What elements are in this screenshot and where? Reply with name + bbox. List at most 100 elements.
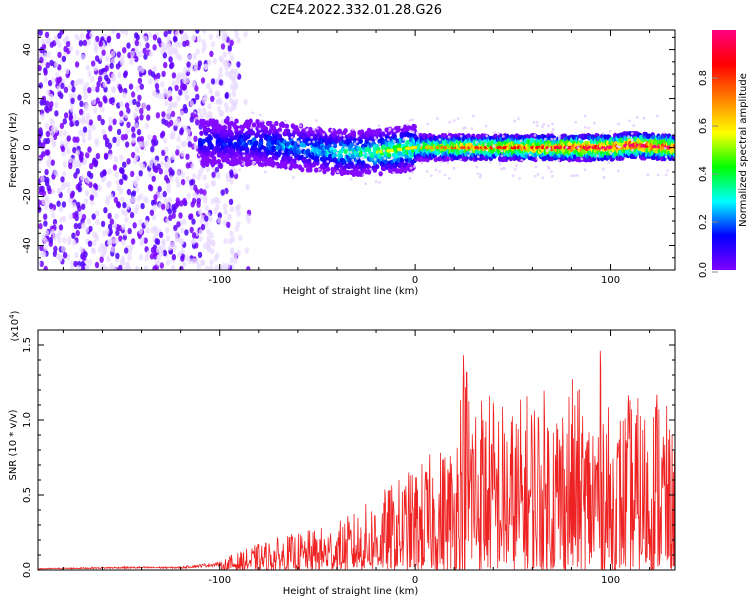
halo-cell bbox=[548, 147, 551, 151]
noise-cell bbox=[45, 130, 51, 138]
noise-cell bbox=[114, 171, 119, 178]
noise-cell bbox=[179, 127, 185, 134]
noise-cell bbox=[224, 70, 230, 77]
halo-cell bbox=[335, 151, 339, 155]
noise-cell bbox=[80, 54, 86, 61]
noise-cell bbox=[154, 83, 160, 90]
noise-cell bbox=[222, 203, 228, 210]
noise-cell bbox=[88, 259, 93, 266]
noise-cell bbox=[44, 31, 50, 39]
noise-cell bbox=[42, 251, 47, 258]
noise-cell bbox=[39, 260, 44, 267]
noise-cell bbox=[208, 88, 213, 95]
y-multiplier-label: (x104) bbox=[8, 310, 21, 341]
noise-cell bbox=[210, 239, 215, 246]
noise-cell bbox=[134, 154, 139, 161]
noise-cell bbox=[64, 142, 69, 149]
noise-cell bbox=[93, 107, 98, 114]
signal-cell bbox=[377, 128, 382, 134]
halo-cell bbox=[534, 165, 538, 169]
noise-cell bbox=[213, 255, 219, 262]
noise-cell bbox=[60, 176, 65, 183]
noise-cell bbox=[121, 223, 126, 231]
noise-cell bbox=[95, 140, 100, 147]
noise-cell bbox=[74, 33, 80, 41]
halo-cell bbox=[662, 131, 666, 135]
halo-cell bbox=[438, 170, 442, 173]
noise-cell bbox=[116, 128, 122, 136]
noise-cell bbox=[219, 265, 224, 270]
noise-cell bbox=[140, 202, 145, 210]
noise-cell bbox=[228, 106, 234, 113]
noise-cell bbox=[171, 212, 176, 219]
halo-cell bbox=[322, 133, 325, 137]
noise-cell bbox=[199, 217, 204, 225]
noise-cell bbox=[164, 146, 169, 153]
halo-cell bbox=[305, 128, 309, 132]
noise-cell bbox=[166, 259, 171, 266]
noise-cell bbox=[178, 89, 183, 96]
halo-cell bbox=[332, 162, 336, 166]
noise-cell bbox=[219, 110, 225, 117]
noise-cell bbox=[134, 39, 139, 47]
signal-cell bbox=[219, 125, 224, 131]
noise-cell bbox=[38, 64, 42, 72]
noise-cell bbox=[180, 178, 186, 186]
noise-cell bbox=[210, 78, 216, 85]
halo-cell bbox=[420, 143, 423, 147]
noise-cell bbox=[71, 86, 76, 93]
noise-cell bbox=[87, 146, 92, 153]
signal-cell bbox=[271, 146, 277, 152]
noise-cell bbox=[223, 33, 228, 40]
noise-cell bbox=[40, 185, 45, 193]
noise-cell bbox=[71, 202, 77, 209]
halo-cell bbox=[349, 151, 353, 154]
noise-cell bbox=[75, 49, 80, 56]
halo-cell bbox=[535, 124, 539, 127]
halo-cell bbox=[412, 130, 415, 134]
halo-cell bbox=[326, 160, 330, 163]
halo-cell bbox=[383, 157, 387, 160]
noise-cell bbox=[206, 228, 211, 235]
noise-cell bbox=[85, 113, 91, 120]
halo-cell bbox=[299, 147, 303, 151]
halo-cell bbox=[299, 124, 302, 128]
signal-cell bbox=[307, 158, 312, 164]
noise-cell bbox=[107, 212, 112, 220]
signal-cell bbox=[201, 138, 206, 144]
halo-cell bbox=[251, 163, 255, 167]
signal-cell bbox=[343, 128, 348, 134]
noise-cell bbox=[178, 41, 183, 48]
halo-cell bbox=[617, 122, 620, 126]
noise-cell bbox=[45, 107, 50, 114]
halo-cell bbox=[452, 119, 456, 122]
noise-cell bbox=[233, 71, 239, 79]
noise-cell bbox=[118, 235, 123, 242]
noise-cell bbox=[88, 225, 93, 233]
noise-cell bbox=[210, 180, 215, 187]
noise-cell bbox=[105, 228, 110, 235]
noise-cell bbox=[171, 72, 177, 79]
halo-cell bbox=[369, 167, 373, 171]
halo-cell bbox=[467, 154, 470, 157]
halo-cell bbox=[279, 131, 282, 135]
noise-cell bbox=[164, 197, 169, 204]
noise-cell bbox=[45, 176, 50, 184]
noise-cell bbox=[112, 118, 117, 126]
noise-cell bbox=[175, 74, 181, 81]
noise-cell bbox=[53, 126, 59, 133]
noise-cell bbox=[189, 213, 194, 220]
halo-cell bbox=[656, 114, 659, 118]
noise-cell bbox=[81, 203, 86, 210]
halo-cell bbox=[456, 117, 460, 120]
noise-cell bbox=[112, 136, 117, 143]
noise-cell bbox=[75, 229, 80, 237]
noise-cell bbox=[136, 100, 141, 108]
signal-cell bbox=[343, 149, 348, 155]
signal-cell bbox=[201, 118, 206, 125]
noise-cell bbox=[126, 158, 131, 165]
signal-cell bbox=[389, 164, 394, 170]
noise-cell bbox=[93, 65, 98, 72]
halo-cell bbox=[410, 171, 414, 175]
halo-cell bbox=[271, 121, 275, 125]
